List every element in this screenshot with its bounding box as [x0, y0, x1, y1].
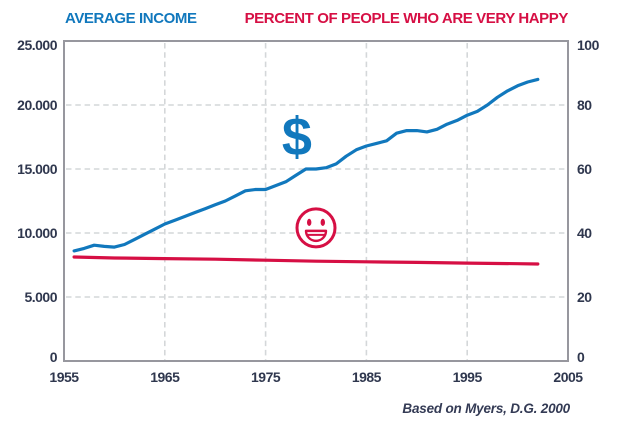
x-axis-label: 1965	[150, 369, 180, 385]
happy-line	[72, 255, 540, 266]
y-axis-right-label: 80	[577, 97, 592, 113]
x-axis-label: 1985	[352, 369, 382, 385]
y-axis-right-label: 40	[577, 225, 592, 241]
y-axis-left-label: 15.000	[17, 161, 58, 177]
source-caption: Based on Myers, D.G. 2000	[402, 401, 570, 416]
right-axis-title: PERCENT OF PEOPLE WHO ARE VERY HAPPY	[244, 10, 569, 27]
x-axis-label: 1975	[251, 369, 281, 385]
income-line	[72, 77, 540, 253]
dollar-sign-icon: $	[282, 107, 312, 167]
y-axis-left-label: 20.000	[17, 97, 58, 113]
plot-border	[63, 40, 569, 362]
y-axis-left-label: 5.000	[24, 289, 57, 305]
y-axis-right-label: 100	[577, 37, 600, 53]
y-axis-left-label: 0	[50, 349, 58, 365]
x-axis-label: 2005	[553, 369, 583, 385]
y-axis-right-label: 0	[577, 349, 585, 365]
x-axis-label: 1955	[49, 369, 79, 385]
y-axis-left-label: 25.000	[17, 37, 58, 53]
y-axis-right-label: 60	[577, 161, 592, 177]
left-axis-title: AVERAGE INCOME	[65, 10, 197, 27]
y-axis-left-label: 10.000	[17, 225, 58, 241]
y-axis-right-label: 20	[577, 289, 592, 305]
smiley-face-icon	[295, 207, 337, 249]
x-axis-label: 1995	[453, 369, 483, 385]
